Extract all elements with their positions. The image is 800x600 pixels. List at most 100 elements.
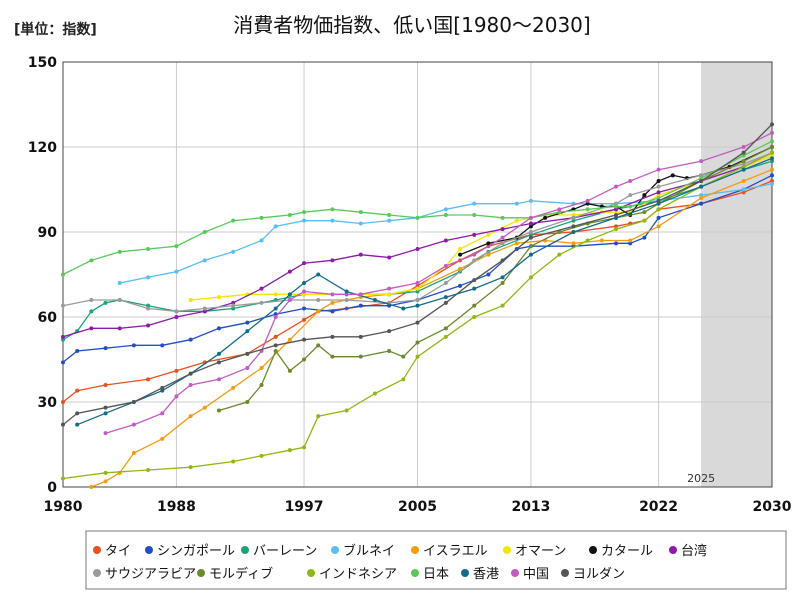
data-point (146, 468, 151, 472)
data-point (472, 303, 477, 308)
data-point (741, 164, 746, 169)
legend-label: タイ (105, 544, 131, 559)
legend: タイ シンガポール バーレーン ブルネイ イスラエル オマーン カタール 台湾サウジアラビアモ… (85, 530, 787, 590)
data-point (358, 210, 363, 215)
data-point (486, 232, 491, 237)
data-point (146, 377, 151, 382)
data-point (216, 351, 221, 356)
data-point (160, 436, 165, 441)
data-point (628, 241, 633, 246)
data-point (656, 179, 661, 183)
data-point (358, 221, 363, 226)
data-point (514, 241, 519, 246)
data-point (231, 306, 236, 311)
data-point (741, 153, 746, 158)
data-point (188, 298, 193, 302)
data-point (117, 249, 122, 254)
data-point (231, 300, 236, 305)
legend-label: 中国 (523, 567, 549, 582)
legend-label: 台湾 (681, 543, 707, 559)
data-point (571, 213, 576, 217)
data-point (571, 230, 576, 234)
data-point (202, 306, 207, 311)
y-tick-label: 120 (28, 140, 57, 156)
data-point (770, 156, 774, 161)
data-point (557, 207, 562, 212)
data-point (543, 215, 548, 220)
data-point (528, 235, 533, 240)
data-point (316, 272, 321, 277)
legend-marker (669, 546, 677, 554)
data-point (670, 173, 675, 178)
data-point (61, 334, 65, 339)
data-point (103, 405, 108, 410)
data-point (699, 201, 704, 206)
data-point (103, 346, 108, 351)
data-point (174, 368, 179, 373)
data-point (245, 329, 250, 334)
data-point (571, 215, 576, 220)
data-point (259, 286, 264, 291)
data-point (146, 275, 151, 280)
data-point (231, 218, 236, 223)
legend-marker (503, 546, 511, 554)
data-point (358, 303, 363, 308)
data-point (656, 224, 661, 229)
data-point (287, 337, 292, 342)
data-point (514, 218, 519, 223)
data-point (61, 400, 65, 404)
data-point (231, 249, 236, 254)
data-point (216, 326, 221, 331)
data-point (330, 207, 335, 212)
data-point (259, 300, 264, 305)
data-point (656, 198, 661, 203)
data-point (131, 400, 136, 404)
data-point (287, 368, 292, 373)
legend-marker (197, 569, 205, 577)
data-point (528, 198, 533, 203)
data-point (741, 167, 746, 172)
data-point (642, 210, 647, 215)
data-point (458, 252, 463, 257)
data-point (188, 371, 193, 376)
y-tick-label: 90 (38, 225, 58, 241)
x-tick-label: 2030 (753, 499, 792, 515)
data-point (557, 252, 562, 257)
data-point (415, 340, 420, 345)
data-point (500, 303, 505, 308)
data-point (273, 315, 278, 319)
legend-label: カタール (601, 544, 653, 559)
legend-marker (93, 546, 101, 554)
data-point (699, 159, 704, 164)
series-line (62, 152, 773, 312)
data-point (316, 309, 321, 314)
data-point (528, 224, 533, 229)
data-point (741, 162, 746, 166)
legend-label: ブルネイ (343, 543, 395, 559)
data-point (358, 252, 363, 257)
data-point (273, 343, 278, 348)
legend-label: オマーン (515, 544, 566, 559)
data-point (344, 298, 349, 302)
data-point (472, 201, 477, 206)
data-point (458, 266, 463, 271)
legend-label: シンガポール (157, 544, 235, 559)
legend-label: 日本 (423, 567, 449, 582)
data-point (245, 351, 250, 356)
legend-marker (241, 546, 249, 554)
legend-label: インドネシア (319, 567, 397, 582)
data-point (188, 337, 193, 342)
data-point (330, 218, 335, 223)
data-point (770, 150, 774, 155)
data-point (770, 159, 774, 164)
x-tick-label: 1980 (44, 499, 83, 515)
data-point (245, 320, 250, 325)
data-point (316, 414, 321, 419)
data-point (614, 241, 619, 246)
legend-marker (561, 569, 569, 577)
data-point (287, 298, 292, 302)
data-point (443, 334, 448, 339)
data-point (146, 247, 151, 251)
